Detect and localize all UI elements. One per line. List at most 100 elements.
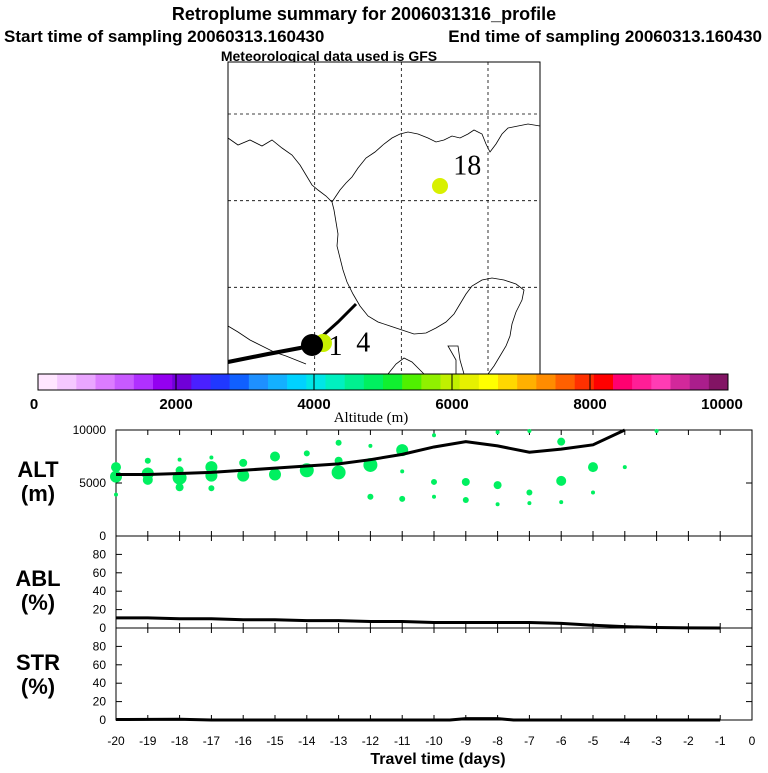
y-tick-label: 20	[93, 603, 107, 617]
colorbar-swatch	[153, 374, 173, 390]
x-tick-label: -19	[139, 734, 157, 748]
str-label: STR	[16, 650, 60, 675]
colorbar-swatch	[383, 374, 403, 390]
altitude-colorbar: 0 2000 4000 6000 8000 10000	[30, 373, 743, 413]
alt-data-point	[110, 470, 122, 483]
colorbar-swatch	[76, 374, 96, 390]
colorbar-swatch	[191, 374, 211, 390]
alt-data-point	[335, 439, 342, 446]
alt-data-point	[556, 475, 567, 486]
alt-data-point	[239, 458, 248, 467]
coastline	[227, 123, 541, 375]
alt-data-point	[432, 494, 436, 499]
colorbar-swatch	[689, 374, 710, 390]
x-tick-label: -13	[330, 734, 348, 748]
start-time-label: Start time of sampling 20060313.160430	[4, 27, 324, 46]
colorbar-swatch	[517, 374, 537, 390]
y-tick-label: 0	[99, 621, 106, 635]
colorbar-swatch	[114, 374, 135, 390]
x-axis-label: Travel time (days)	[370, 751, 505, 768]
alt-data-point	[237, 469, 250, 482]
colorbar-swatch	[133, 374, 154, 390]
colorbar-swatch	[172, 374, 192, 390]
alt-data-point	[559, 500, 564, 505]
end-time-label: End time of sampling 20060313.160430	[448, 27, 762, 46]
alt-data-point	[269, 468, 281, 481]
x-tick-label: 0	[749, 734, 756, 748]
alt-data-point	[303, 450, 310, 457]
alt-data-point	[144, 457, 151, 464]
colorbar-swatch	[440, 374, 460, 390]
colorbar-swatch	[248, 374, 269, 390]
x-tick-label: -16	[235, 734, 253, 748]
panel-abl: 80 60 40 20 0	[93, 535, 753, 635]
alt-data-point	[526, 489, 533, 496]
colorbar-swatch	[574, 374, 595, 390]
x-tick-label: -17	[203, 734, 221, 748]
panel-frame	[115, 627, 753, 721]
alt-mean-line	[116, 428, 626, 477]
alt-data-point	[557, 437, 566, 446]
y-tick-label: 40	[93, 584, 107, 598]
map-panel: 181 4	[227, 61, 541, 375]
alt-data-point	[462, 496, 469, 503]
colorbar-tick-label: 6000	[435, 396, 468, 413]
alt-data-point	[175, 483, 184, 492]
map-frame	[227, 61, 541, 375]
y-tick-label: 0	[99, 713, 106, 727]
colorbar-swatch	[670, 374, 690, 390]
x-tick-label: -3	[651, 734, 662, 748]
alt-data-point	[400, 469, 405, 474]
colorbar-swatch	[402, 374, 422, 390]
y-tick-label: 5000	[79, 476, 106, 490]
y-tick-label: 0	[99, 529, 106, 543]
alt-data-point	[588, 462, 598, 473]
alt-data-point	[622, 465, 627, 470]
colorbar-swatch	[95, 374, 115, 390]
alt-data-point	[209, 455, 214, 460]
x-tick-label: -4	[619, 734, 630, 748]
x-tick-label: -1	[715, 734, 726, 748]
x-tick-label: -10	[425, 734, 443, 748]
y-tick-label: 40	[93, 676, 107, 690]
alt-label: ALT	[17, 457, 59, 482]
x-tick-label: -9	[460, 734, 471, 748]
colorbar-swatch	[344, 374, 365, 390]
colorbar-tick-label: 8000	[573, 396, 606, 413]
str-unit-label: (%)	[21, 674, 55, 699]
panel-alt: 10000 5000 0	[73, 423, 753, 543]
panel-frame	[115, 535, 753, 629]
colorbar-swatch	[613, 374, 633, 390]
y-tick-label: 20	[93, 695, 107, 709]
alt-data-point	[208, 485, 215, 492]
alt-data-point	[368, 443, 373, 448]
colorbar-tick-label: 0	[30, 396, 38, 413]
colorbar-swatch	[210, 374, 230, 390]
alt-data-point	[114, 492, 118, 497]
alt-data-point	[591, 490, 595, 495]
map-labels: 181 4	[328, 151, 481, 362]
alt-data-point	[527, 501, 532, 506]
met-data-label: Meteorological data used is GFS	[221, 48, 437, 64]
alt-data-point	[399, 495, 406, 502]
colorbar-swatch	[421, 374, 441, 390]
x-tick-label: -18	[171, 734, 189, 748]
map-label: 1	[328, 331, 342, 362]
colorbar-swatch	[306, 374, 326, 390]
colorbar-swatch	[498, 374, 518, 390]
colorbar-swatch	[459, 374, 480, 390]
map-label: 4	[356, 327, 370, 358]
str-line	[115, 717, 721, 722]
alt-data-point	[431, 478, 437, 485]
alt-data-point	[654, 429, 659, 434]
colorbar-swatch	[57, 374, 77, 390]
alt-data-point	[205, 461, 218, 474]
colorbar-swatch	[229, 374, 250, 390]
colorbar-swatch	[363, 374, 384, 390]
x-tick-label: -14	[298, 734, 316, 748]
map-gridlines	[228, 62, 540, 374]
x-tick-label: -6	[556, 734, 567, 748]
alt-data-point	[111, 462, 121, 473]
